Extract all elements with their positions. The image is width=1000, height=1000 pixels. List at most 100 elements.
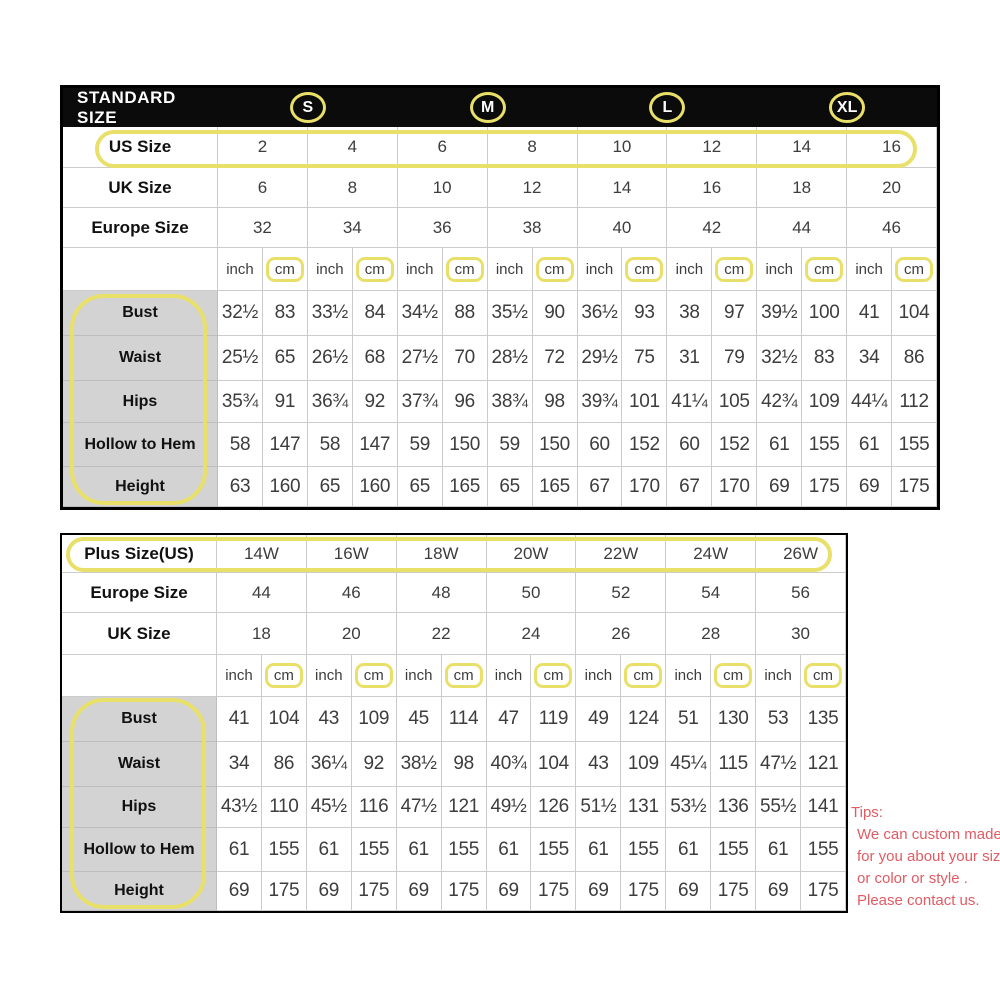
bust-value: 97 — [712, 291, 758, 336]
uk-size-value: 6 — [218, 168, 308, 208]
plus-waist-value: 36¼ — [306, 742, 352, 787]
plus-bust-value: 53 — [756, 697, 802, 742]
plus-europe-size-value: 48 — [396, 573, 487, 613]
plus-uk-size-value: 24 — [486, 613, 577, 655]
plus-height-value: 175 — [351, 872, 397, 911]
us-size-value: 2 — [218, 127, 308, 168]
plus-hips-value: 53½ — [666, 787, 712, 828]
waist-value: 68 — [352, 336, 398, 381]
hips-value: 112 — [892, 381, 937, 423]
bust-row-label: Bust — [63, 291, 218, 336]
hollow-to-hem-value: 60 — [577, 423, 623, 467]
bust-value: 36½ — [577, 291, 623, 336]
plus-hollow-to-hem-value: 61 — [396, 828, 442, 872]
bust-value: 100 — [802, 291, 848, 336]
bust-value: 32½ — [218, 291, 263, 336]
unit-cell: inch — [306, 655, 352, 697]
size-group-s: S — [218, 88, 398, 127]
height-value: 165 — [532, 467, 578, 507]
plus-height-value: 69 — [666, 872, 712, 911]
unit-cell: inch — [757, 248, 803, 291]
plus-height-value: 175 — [801, 872, 846, 911]
hollow-to-hem-value: 61 — [757, 423, 803, 467]
plus-height-value: 175 — [261, 872, 307, 911]
plus-units-row-spacer — [62, 655, 217, 697]
bust-value: 88 — [442, 291, 488, 336]
plus-waist-value: 86 — [261, 742, 307, 787]
hollow-to-hem-value: 58 — [307, 423, 353, 467]
plus-europe-size-value: 44 — [217, 573, 307, 613]
plus-hips-value: 47½ — [396, 787, 442, 828]
europe-size-value: 44 — [757, 208, 848, 248]
unit-cell: inch — [217, 655, 262, 697]
unit-cell: inch — [577, 248, 623, 291]
plus-hips-value: 55½ — [756, 787, 802, 828]
waist-value: 86 — [892, 336, 937, 381]
hips-row-label: Hips — [63, 381, 218, 423]
cm-highlight-box: cm — [804, 663, 843, 688]
plus-uk-size-row-label: UK Size — [62, 613, 217, 655]
unit-cell: cm — [352, 248, 398, 291]
cm-highlight-box: cm — [715, 256, 754, 282]
hollow-to-hem-value: 150 — [532, 423, 578, 467]
plus-waist-row-label: Waist — [62, 742, 217, 787]
cm-highlight-box: cm — [534, 663, 573, 688]
height-value: 160 — [352, 467, 398, 507]
unit-cell: cm — [712, 248, 758, 291]
plus-waist-value: 45¼ — [666, 742, 712, 787]
plus-size-value: 18W — [396, 535, 487, 573]
hips-value: 36¾ — [307, 381, 353, 423]
size-group-l: L — [577, 88, 758, 127]
height-row-label: Height — [63, 467, 218, 507]
waist-value: 70 — [442, 336, 488, 381]
plus-bust-value: 47 — [486, 697, 532, 742]
size-group-xl: XL — [757, 88, 937, 127]
plus-waist-value: 34 — [217, 742, 262, 787]
hips-value: 92 — [352, 381, 398, 423]
hollow-to-hem-row-label: Hollow to Hem — [63, 423, 218, 467]
hollow-to-hem-value: 150 — [442, 423, 488, 467]
hips-value: 42¾ — [757, 381, 803, 423]
plus-waist-value: 38½ — [396, 742, 442, 787]
tips-line: We can custom made — [857, 826, 1000, 843]
unit-cell: inch — [486, 655, 532, 697]
waist-row-label: Waist — [63, 336, 218, 381]
plus-bust-value: 124 — [621, 697, 667, 742]
europe-size-value: 38 — [487, 208, 578, 248]
hips-value: 41¼ — [667, 381, 713, 423]
unit-cell: cm — [621, 655, 667, 697]
plus-height-value: 175 — [711, 872, 757, 911]
tips-line: for you about your size — [857, 848, 1000, 865]
us-size-value: 6 — [397, 127, 488, 168]
waist-value: 28½ — [487, 336, 533, 381]
waist-value: 29½ — [577, 336, 623, 381]
size-l-circle-icon: L — [649, 92, 686, 123]
cm-highlight-box: cm — [355, 256, 394, 282]
plus-hollow-to-hem-value: 61 — [576, 828, 622, 872]
plus-hollow-to-hem-value: 61 — [756, 828, 802, 872]
plus-size-value: 14W — [217, 535, 307, 573]
bust-value: 104 — [892, 291, 937, 336]
plus-europe-size-value: 56 — [756, 573, 846, 613]
plus-uk-size-value: 26 — [576, 613, 667, 655]
size-xl-circle-icon: XL — [828, 92, 866, 123]
uk-size-value: 20 — [847, 168, 937, 208]
unit-cell: cm — [441, 655, 487, 697]
waist-value: 75 — [622, 336, 668, 381]
plus-uk-size-value: 20 — [306, 613, 397, 655]
plus-size-value: 26W — [756, 535, 846, 573]
hollow-to-hem-value: 147 — [352, 423, 398, 467]
hips-value: 91 — [262, 381, 308, 423]
plus-size-value: 16W — [306, 535, 397, 573]
bust-value: 33½ — [307, 291, 353, 336]
hips-value: 96 — [442, 381, 488, 423]
height-value: 65 — [487, 467, 533, 507]
cm-highlight-box: cm — [265, 256, 304, 282]
unit-cell: cm — [801, 655, 846, 697]
unit-cell: inch — [847, 248, 893, 291]
us-size-value: 4 — [307, 127, 398, 168]
plus-hollow-to-hem-value: 155 — [801, 828, 846, 872]
cm-highlight-box: cm — [264, 663, 303, 688]
plus-size-value: 20W — [486, 535, 577, 573]
